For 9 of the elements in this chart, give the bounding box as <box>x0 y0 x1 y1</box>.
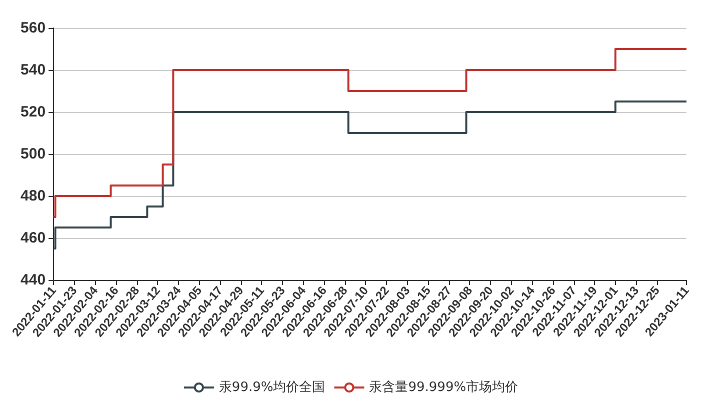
y-tick-label: 540 <box>20 62 46 78</box>
y-tick-label: 480 <box>20 188 46 204</box>
y-tick-label: 440 <box>20 272 46 288</box>
y-tick-label: 500 <box>20 146 46 162</box>
legend-label: 汞99.9%均价全国 <box>218 380 326 395</box>
y-tick-label: 460 <box>20 230 46 246</box>
y-tick-label: 520 <box>20 104 46 120</box>
legend-label: 汞含量99.999%市场均价 <box>369 380 518 395</box>
y-tick-label: 560 <box>20 20 46 36</box>
